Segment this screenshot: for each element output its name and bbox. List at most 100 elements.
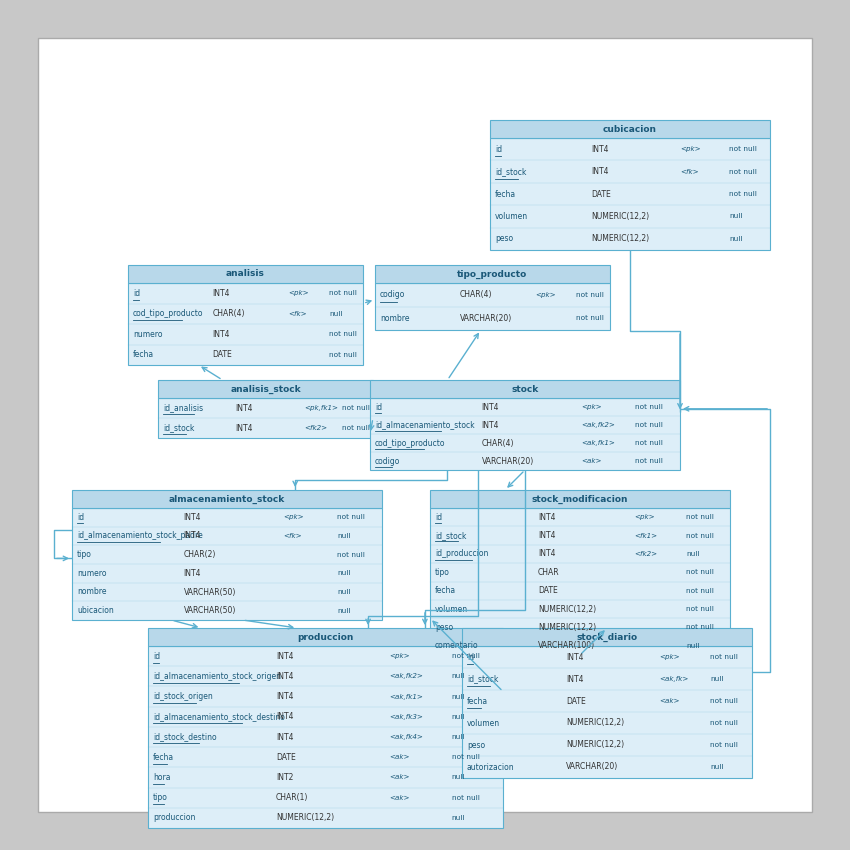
Text: <pk>: <pk>	[389, 653, 410, 659]
Text: <ak,fk1>: <ak,fk1>	[389, 694, 423, 700]
Text: NUMERIC(12,2): NUMERIC(12,2)	[591, 235, 649, 243]
Text: codigo: codigo	[380, 290, 405, 299]
Text: not null: not null	[342, 425, 370, 431]
Text: <pk>: <pk>	[288, 290, 309, 297]
Text: nombre: nombre	[77, 587, 106, 597]
Text: numero: numero	[133, 330, 162, 339]
Text: analisis_stock: analisis_stock	[230, 384, 301, 394]
FancyBboxPatch shape	[128, 265, 363, 283]
Text: null: null	[687, 551, 700, 557]
FancyBboxPatch shape	[370, 398, 680, 470]
Text: id: id	[375, 403, 383, 411]
Text: INT4: INT4	[482, 403, 499, 411]
Text: cubicacion: cubicacion	[603, 124, 657, 133]
Text: not null: not null	[635, 458, 663, 464]
Text: INT4: INT4	[591, 144, 609, 154]
Text: not null: not null	[576, 292, 604, 297]
Text: nombre: nombre	[380, 314, 410, 323]
Text: <fk>: <fk>	[283, 533, 302, 539]
Text: ubicacion: ubicacion	[77, 606, 114, 615]
Text: null: null	[451, 694, 465, 700]
Text: INT4: INT4	[212, 289, 230, 297]
FancyBboxPatch shape	[148, 646, 503, 828]
Text: INT4: INT4	[538, 531, 556, 540]
Text: <ak>: <ak>	[660, 698, 680, 704]
Text: <ak>: <ak>	[581, 458, 601, 464]
Text: null: null	[687, 643, 700, 649]
Text: INT4: INT4	[275, 733, 293, 741]
Text: DATE: DATE	[275, 753, 296, 762]
Text: INT2: INT2	[275, 773, 293, 782]
Text: not null: not null	[729, 191, 757, 197]
Text: not null: not null	[635, 440, 663, 446]
Text: <ak>: <ak>	[389, 754, 410, 760]
Text: hora: hora	[153, 773, 171, 782]
Text: null: null	[710, 764, 723, 770]
Text: <fk1>: <fk1>	[634, 533, 657, 539]
Text: <ak>: <ak>	[389, 774, 410, 780]
Text: NUMERIC(12,2): NUMERIC(12,2)	[538, 623, 596, 632]
Text: id: id	[435, 513, 442, 522]
Text: id: id	[495, 144, 502, 154]
Text: DATE: DATE	[538, 586, 558, 595]
Text: INT4: INT4	[275, 652, 293, 660]
Text: <ak,fk>: <ak,fk>	[660, 676, 688, 682]
FancyBboxPatch shape	[375, 283, 610, 330]
Text: not null: not null	[687, 625, 714, 631]
Text: NUMERIC(12,2): NUMERIC(12,2)	[591, 212, 649, 221]
Text: id_almacenamiento_stock_padre: id_almacenamiento_stock_padre	[77, 531, 203, 541]
Text: id_stock: id_stock	[495, 167, 526, 176]
FancyBboxPatch shape	[158, 398, 373, 438]
Text: <ak,fk3>: <ak,fk3>	[389, 714, 423, 720]
Text: <ak,fk2>: <ak,fk2>	[581, 422, 615, 428]
Text: autorizacion: autorizacion	[467, 762, 514, 772]
Text: null: null	[451, 774, 465, 780]
Text: volumen: volumen	[495, 212, 528, 221]
Text: not null: not null	[710, 654, 738, 660]
Text: fecha: fecha	[467, 696, 488, 706]
Text: not null: not null	[329, 332, 357, 337]
Text: <fk2>: <fk2>	[634, 551, 657, 557]
Text: <ak>: <ak>	[389, 795, 410, 801]
FancyBboxPatch shape	[462, 646, 752, 778]
Text: id_almacenamiento_stock_destino: id_almacenamiento_stock_destino	[153, 712, 285, 722]
FancyBboxPatch shape	[430, 490, 730, 508]
Text: CHAR: CHAR	[538, 568, 559, 577]
Text: not null: not null	[687, 570, 714, 575]
Text: not null: not null	[687, 533, 714, 539]
Text: not null: not null	[337, 514, 365, 520]
Text: not null: not null	[451, 653, 479, 659]
Text: NUMERIC(12,2): NUMERIC(12,2)	[566, 718, 625, 728]
Text: cod_tipo_producto: cod_tipo_producto	[133, 309, 203, 318]
Text: id_produccion: id_produccion	[435, 549, 489, 558]
Text: not null: not null	[329, 290, 357, 297]
Text: NUMERIC(12,2): NUMERIC(12,2)	[275, 813, 334, 823]
Text: volumen: volumen	[435, 604, 468, 614]
Text: not null: not null	[729, 146, 757, 152]
Text: <pk>: <pk>	[680, 146, 701, 152]
Text: VARCHAR(100): VARCHAR(100)	[538, 641, 595, 650]
Text: id: id	[467, 653, 474, 661]
Text: DATE: DATE	[591, 190, 610, 199]
FancyBboxPatch shape	[490, 138, 770, 250]
Text: not null: not null	[635, 422, 663, 428]
Text: <pk,fk1>: <pk,fk1>	[304, 405, 338, 411]
FancyBboxPatch shape	[490, 120, 770, 138]
Text: id_stock_origen: id_stock_origen	[153, 692, 212, 701]
Text: id_stock_destino: id_stock_destino	[153, 733, 217, 741]
Text: <fk>: <fk>	[288, 311, 306, 317]
Text: not null: not null	[687, 587, 714, 593]
Text: null: null	[729, 213, 743, 219]
Text: peso: peso	[467, 740, 485, 750]
Text: fecha: fecha	[495, 190, 516, 199]
Text: VARCHAR(50): VARCHAR(50)	[184, 606, 236, 615]
Text: id_stock: id_stock	[467, 675, 498, 683]
Text: INT4: INT4	[538, 513, 556, 522]
Text: CHAR(2): CHAR(2)	[184, 550, 216, 559]
Text: INT4: INT4	[235, 423, 253, 433]
Text: fecha: fecha	[435, 586, 456, 595]
FancyBboxPatch shape	[430, 508, 730, 655]
Text: DATE: DATE	[212, 350, 232, 360]
Text: not null: not null	[329, 352, 357, 358]
Text: null: null	[451, 714, 465, 720]
